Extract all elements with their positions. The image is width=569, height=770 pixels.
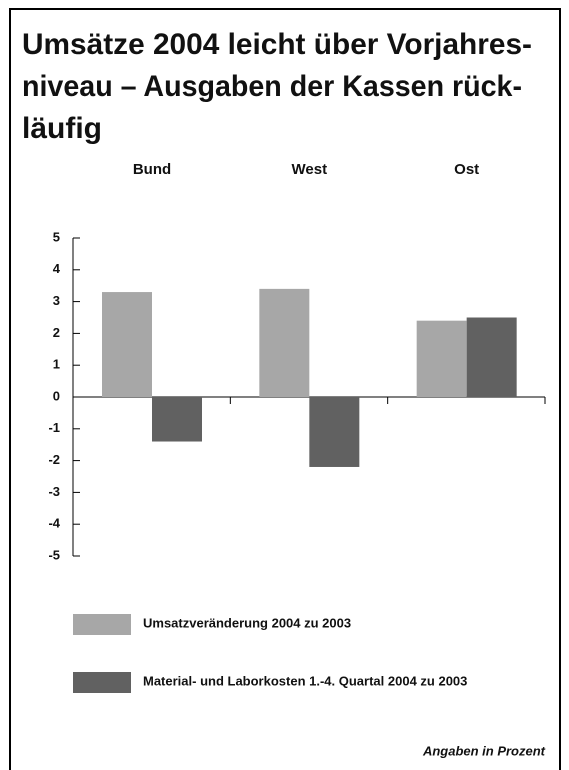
bar [152,397,202,442]
y-tick-label: 0 [53,388,60,403]
x-tick-label: Bund [133,161,171,178]
y-tick-label: -5 [48,547,60,562]
bar [416,320,467,397]
y-tick-label: 5 [53,229,60,244]
x-tick-label: Ost [454,161,479,178]
bar [259,288,310,397]
note: Angaben in Prozent [422,743,546,758]
y-tick-label: 1 [53,357,60,372]
y-tick-label: -3 [48,484,60,499]
bar [309,397,360,467]
y-tick-label: 4 [53,261,61,276]
bar [102,292,152,397]
frame [9,8,561,770]
chart-title: läufig [22,112,102,145]
legend-label: Umsatzveränderung 2004 zu 2003 [143,615,351,630]
y-tick-label: 2 [53,325,60,340]
bar [466,317,517,397]
y-tick-label: -2 [48,452,60,467]
legend-swatch [73,672,131,693]
y-tick-label: 3 [53,293,60,308]
y-tick-label: -1 [48,420,60,435]
y-tick-label: -4 [48,516,60,531]
x-tick-label: West [292,161,328,178]
legend-swatch [73,614,131,635]
legend-label: Material- und Laborkosten 1.-4. Quartal … [143,673,467,688]
chart-title: Umsätze 2004 leicht über Vorjahres- [22,28,532,61]
chart-title: niveau – Ausgaben der Kassen rück- [22,70,522,103]
